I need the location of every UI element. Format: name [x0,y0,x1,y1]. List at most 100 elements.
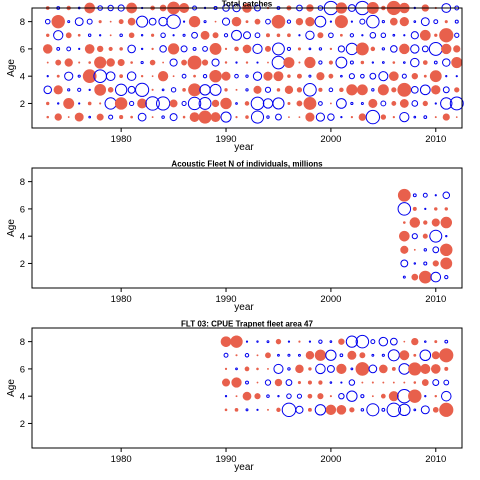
bubble-positive [419,29,431,41]
bubble-positive [434,207,438,211]
bubble-negative [318,339,323,344]
bubble-negative [389,337,398,346]
bubble-positive [287,101,291,105]
bubble-negative [262,98,274,109]
bubble-positive [119,115,124,120]
bubble-negative [378,336,389,347]
bubble-negative [348,379,356,386]
bubble-positive [392,115,395,119]
bubble-positive [188,83,201,97]
bubble-positive [409,217,421,228]
bubble-negative [340,74,343,78]
bubble-positive [287,74,291,78]
bubble-positive [307,393,313,399]
bubble-negative [166,14,181,29]
bubble-positive [137,98,148,109]
bubble-positive [220,336,232,347]
bubble-positive [46,115,49,119]
bubble-negative [381,407,386,412]
bubble-positive [440,216,453,229]
bubble-negative [285,379,293,386]
bubble-negative [286,19,292,24]
bubble-positive [453,45,461,53]
bubble-negative [308,74,312,78]
bubble-negative [340,381,343,384]
bubble-negative [424,340,427,343]
bubble-negative [223,352,229,358]
bubble-positive [296,87,303,93]
bubble-positive [55,59,62,66]
bubble-negative [287,353,291,357]
x-tick-label: 2010 [425,454,446,465]
bubble-negative [56,47,61,51]
bubble-negative [303,83,317,97]
bubble-positive [380,114,387,120]
bubble-positive [371,381,374,384]
bubble-positive [297,47,302,51]
bubble-negative [369,72,377,80]
bubble-negative [380,32,387,39]
bubble-positive [264,45,271,52]
bubble-negative [350,367,354,371]
bubble-negative [413,20,417,23]
bubble-negative [381,61,385,64]
bubble-positive [439,402,454,417]
x-tick-label: 2010 [425,294,446,305]
x-tick-label: 2000 [320,294,341,305]
bubble-positive [128,32,135,39]
bubble-positive [151,33,155,37]
bubble-negative [398,363,411,375]
bubble-positive [403,221,406,224]
bubble-positive [316,72,325,81]
bubble-negative [381,353,385,357]
bubble-positive [271,14,286,29]
bubble-positive [209,42,222,55]
bubble-negative [424,207,427,211]
bubble-negative [411,233,418,240]
bubble-negative [360,73,365,79]
bubble-negative [99,34,102,37]
bubble-negative [335,56,348,69]
bubble-negative [234,73,239,79]
bubble-negative [371,88,375,92]
bubble-negative [286,393,292,399]
bubble-positive [308,407,312,412]
y-tick-label: 6 [20,44,25,55]
bubble-negative [245,74,249,78]
bubble-negative [275,113,282,121]
panel-title: FLT 03: CPUE Trapnet fleet area 47 [181,320,313,329]
bubble-negative [345,335,358,348]
bubble-positive [84,44,95,54]
bubble-positive [109,34,112,37]
bubble-negative [403,34,406,37]
x-tick-label: 2000 [320,454,341,465]
bubble-negative [256,340,259,343]
bubble-negative [402,61,406,64]
bubble-negative [126,71,137,81]
bubble-negative [449,96,464,111]
bubble-positive [53,85,63,95]
bubble-positive [360,60,365,65]
bubble-positive [209,69,222,83]
bubble-negative [129,100,135,107]
bubble-positive [328,73,334,79]
bubble-positive [151,47,154,51]
bubble-positive [421,379,429,386]
bubble-positive [423,220,428,225]
bubble-positive [380,393,386,399]
plot-frame [31,327,463,449]
bubble-positive [267,408,269,411]
x-tick-label: 1980 [111,134,132,145]
bubble-positive [263,71,273,81]
bubble-negative [77,74,81,78]
bubble-positive [434,33,438,37]
bubble-negative [423,115,428,119]
bubble-positive [328,60,333,65]
bubble-positive [304,56,316,69]
bubble-negative [443,379,450,386]
bubble-negative [434,102,437,105]
bubble-positive [187,55,202,70]
bubble-negative [203,20,207,24]
y-tick-label: 8 [20,177,25,188]
bubble-negative [399,111,410,123]
